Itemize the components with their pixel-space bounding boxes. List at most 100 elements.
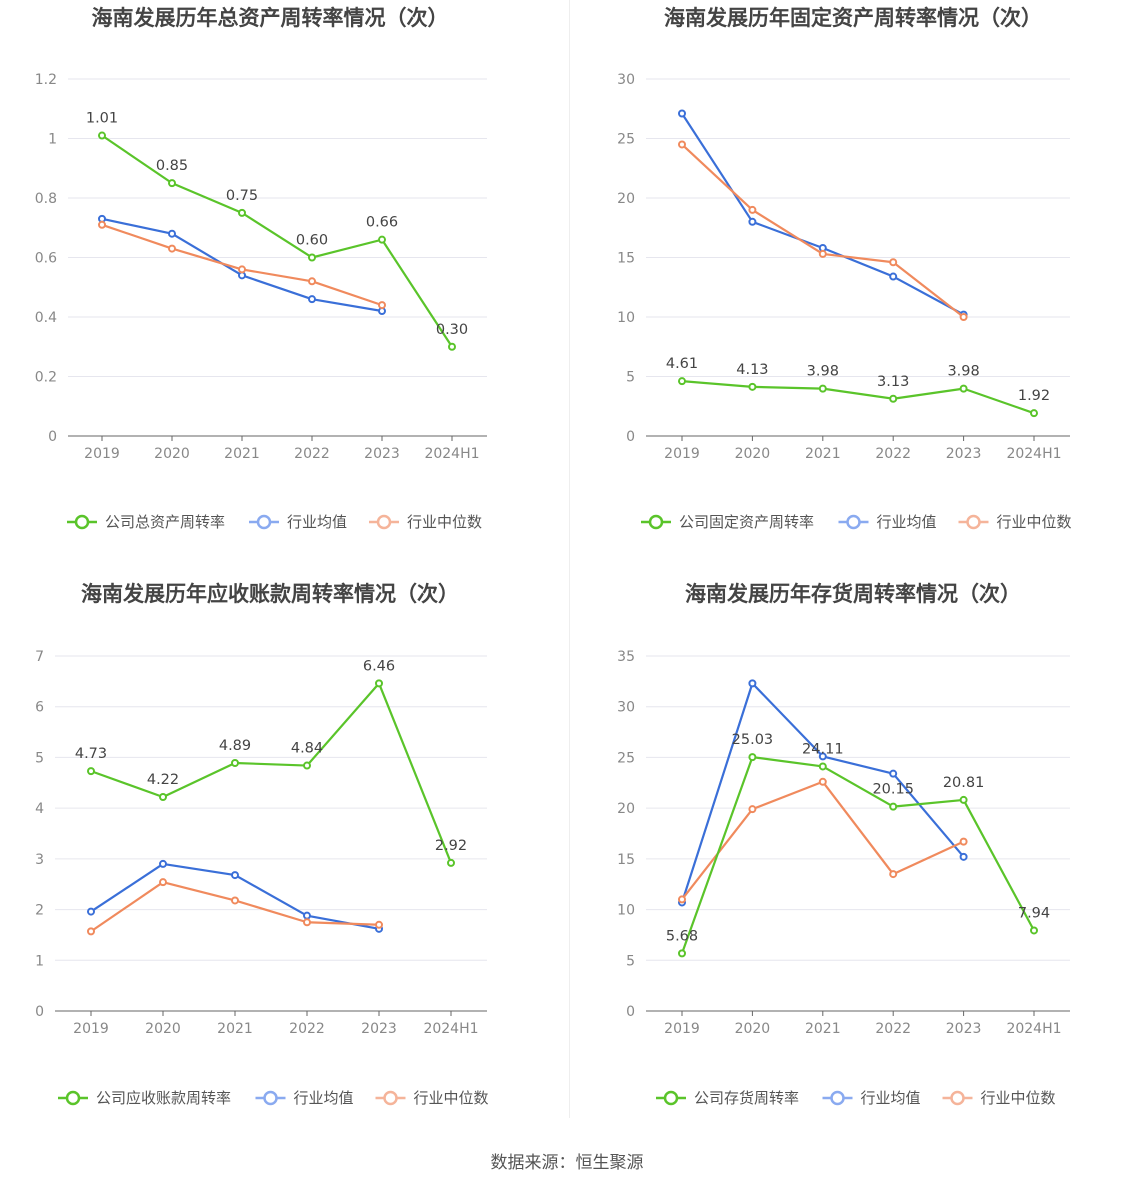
legend-item-2[interactable]: 行业中位数 [375, 1089, 489, 1107]
legend-marker [663, 1090, 679, 1106]
chart-total-asset-turnover: 海南发展历年总资产周转率情况（次） 0 0.2 0.4 0.6 0.8 1 1.2 2019 20… [0, 0, 567, 576]
data-point [168, 244, 176, 253]
data-point [678, 109, 686, 118]
data-label: 4.73 [75, 746, 107, 762]
data-point [378, 235, 386, 244]
data-point [375, 920, 383, 929]
data-label: 0.60 [296, 233, 328, 249]
data-point [678, 895, 686, 904]
legend-label: 行业中位数 [414, 1089, 489, 1107]
x-tick-label: 2021 [805, 1021, 841, 1037]
data-point [889, 769, 898, 778]
data-label: 2.92 [435, 838, 467, 854]
data-point [231, 896, 239, 905]
data-label: 4.22 [147, 772, 179, 788]
legend-item-1[interactable]: 行业均值 [822, 1089, 921, 1107]
data-point [889, 802, 898, 811]
series-line-0 [680, 756, 1035, 954]
data-label: 0.66 [366, 215, 398, 231]
y-tick-label: 5 [35, 750, 44, 766]
legend-item-1[interactable]: 行业均值 [249, 513, 347, 531]
data-label: 4.89 [219, 738, 251, 754]
data-point [98, 220, 106, 229]
data-source: 数据来源：恒生聚源 [490, 1153, 644, 1173]
data-label: 20.81 [943, 775, 985, 791]
data-point [959, 384, 968, 393]
legend-item-2[interactable]: 行业中位数 [369, 513, 482, 531]
legend-marker [846, 514, 861, 530]
x-tick-label: 2021 [217, 1021, 253, 1037]
y-tick-label: 7 [35, 649, 44, 665]
legend-item-0[interactable]: 公司存货周转率 [656, 1089, 799, 1107]
data-point [959, 852, 968, 861]
data-point [375, 679, 383, 688]
legend-item-0[interactable]: 公司应收账款周转率 [58, 1089, 231, 1107]
panel-divider [569, 0, 570, 1118]
legend-item-0[interactable]: 公司总资产周转率 [67, 513, 225, 531]
legend-label: 行业中位数 [997, 513, 1072, 531]
series-line-1 [680, 682, 965, 903]
data-point [818, 752, 827, 761]
legend-label: 公司固定资产周转率 [679, 513, 814, 531]
series-line-2 [681, 780, 965, 901]
data-point [238, 208, 246, 217]
x-tick-label: 2020 [154, 446, 190, 462]
legend-label: 行业中位数 [981, 1089, 1056, 1107]
y-tick-label: 3 [35, 852, 44, 868]
legend-item-2[interactable]: 行业中位数 [942, 1089, 1056, 1107]
legend-item-1[interactable]: 行业均值 [838, 513, 937, 531]
legend-label: 公司应收账款周转率 [96, 1089, 231, 1107]
y-tick-label: 2 [35, 903, 44, 919]
data-point [889, 272, 898, 281]
x-tick-label: 2020 [145, 1021, 181, 1037]
data-label: 25.03 [732, 732, 774, 748]
series-line-2 [101, 223, 383, 307]
x-tick-label: 2019 [664, 446, 700, 462]
data-point [889, 394, 898, 403]
x-tick-label: 2019 [84, 446, 120, 462]
chart-svg: 海南发展历年存货周转率情况（次） 0 5 10 15 20 25 30 35 2019 2020 20… [617, 582, 1070, 1107]
data-point [308, 253, 316, 262]
chart-fixed-asset-turnover: 海南发展历年固定资产周转率情况（次） 0 5 10 15 20 25 30 2019 2020 20… [567, 0, 1134, 576]
y-tick-label: 4 [35, 801, 44, 817]
y-tick-label: 35 [617, 649, 635, 665]
legend-marker [65, 1090, 81, 1106]
legend-marker [376, 514, 392, 530]
legend-item-0[interactable]: 公司固定资产周转率 [641, 513, 814, 531]
legend-marker [256, 514, 272, 530]
y-tick-label: 10 [617, 903, 635, 919]
legend-marker [950, 1090, 965, 1106]
data-point [748, 217, 757, 226]
x-tick-label: 2023 [364, 446, 400, 462]
legend-label: 公司总资产周转率 [105, 513, 225, 531]
legend-item-2[interactable]: 行业中位数 [958, 513, 1072, 531]
legend-marker [966, 514, 981, 530]
legend-marker [648, 514, 664, 530]
x-tick-label: 2021 [805, 446, 841, 462]
x-tick-label: 2023 [946, 446, 982, 462]
data-point [231, 759, 239, 768]
y-tick-label: 0.4 [35, 310, 57, 326]
y-tick-label: 1 [35, 953, 44, 969]
data-point [168, 229, 176, 238]
legend-label: 行业均值 [287, 513, 347, 531]
chart-svg: 海南发展历年固定资产周转率情况（次） 0 5 10 15 20 25 30 2019 2020 20… [617, 6, 1072, 531]
legend-item-1[interactable]: 行业均值 [255, 1089, 354, 1107]
data-point [959, 313, 968, 321]
data-label: 6.46 [363, 658, 395, 674]
data-point [889, 258, 898, 267]
legend-marker [74, 514, 90, 530]
x-tick-label: 2022 [875, 446, 911, 462]
y-tick-label: 5 [626, 953, 635, 969]
data-point [303, 911, 311, 920]
data-label: 1.01 [86, 111, 118, 127]
data-point [159, 878, 167, 887]
y-tick-label: 25 [617, 750, 635, 766]
y-tick-label: 30 [617, 72, 635, 88]
data-label: 4.61 [666, 356, 698, 372]
chart-inventory-turnover: 海南发展历年存货周转率情况（次） 0 5 10 15 20 25 30 35 2019 2020 20… [567, 576, 1134, 1152]
data-label: 0.75 [226, 188, 258, 204]
series-line-0 [90, 682, 453, 864]
x-tick-label: 2024H1 [1006, 446, 1061, 462]
legend-label: 公司存货周转率 [694, 1089, 799, 1107]
